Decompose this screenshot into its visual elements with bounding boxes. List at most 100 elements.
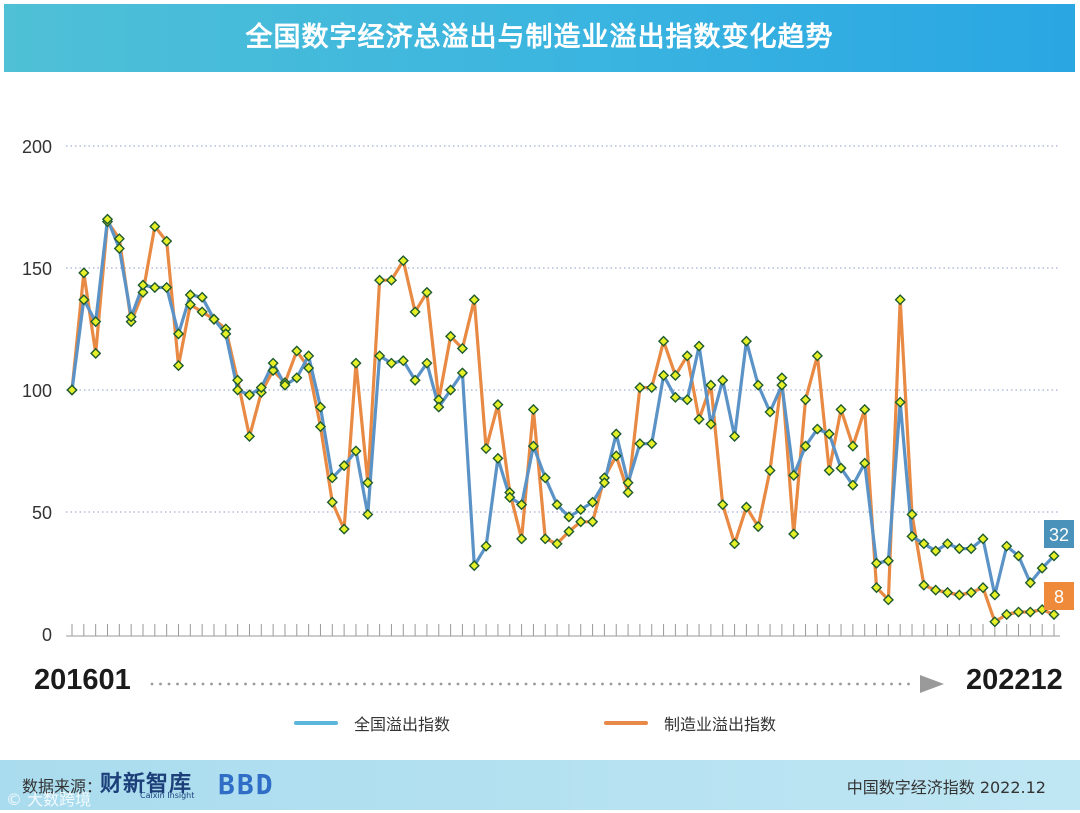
timeline-dot <box>320 682 324 686</box>
chart-title: 全国数字经济总溢出与制造业溢出指数变化趋势 <box>245 22 834 53</box>
data-point-national <box>468 560 480 572</box>
data-point-national <box>989 589 1001 601</box>
data-point-national <box>1048 550 1060 562</box>
timeline-dot <box>380 682 383 686</box>
data-point-national <box>149 281 161 294</box>
timeline-dot <box>286 682 290 686</box>
timeline-dot <box>660 682 664 686</box>
data-point-national <box>586 496 599 508</box>
y-tick-label-50: 50 <box>32 503 52 523</box>
timeline-dot <box>754 682 757 686</box>
timeline-dot <box>278 682 281 686</box>
data-point-manufacturing <box>799 394 812 406</box>
data-point-manufacturing <box>161 235 173 247</box>
data-point-national <box>870 557 883 569</box>
end-tag-manufacturing-bg <box>1044 582 1074 610</box>
data-point-national <box>421 357 433 369</box>
data-point-national <box>634 438 646 450</box>
data-point-manufacturing <box>1001 608 1013 621</box>
data-point-national <box>480 540 492 552</box>
data-point-national <box>291 372 303 384</box>
data-point-manufacturing <box>764 464 776 477</box>
data-point-manufacturing <box>811 350 823 362</box>
data-point-manufacturing <box>563 525 575 538</box>
timeline-dot <box>847 682 851 686</box>
timeline-dot <box>473 682 477 686</box>
data-point-manufacturing <box>539 533 551 545</box>
data-point-manufacturing <box>516 533 528 545</box>
timeline-dot <box>295 682 298 686</box>
timeline-dot <box>652 682 655 686</box>
data-point-manufacturing <box>78 267 90 279</box>
timeline-dot <box>669 682 672 686</box>
data-point-national <box>125 311 137 323</box>
data-point-national <box>930 545 942 557</box>
y-tick-label-200: 200 <box>22 137 52 157</box>
data-point-manufacturing <box>788 528 800 540</box>
data-point-manufacturing <box>314 421 327 433</box>
timeline-dot <box>422 682 426 686</box>
data-point-manufacturing <box>894 294 906 306</box>
timeline-dot <box>193 682 196 686</box>
timeline-dot <box>244 682 247 686</box>
legend-swatch-manufacturing <box>604 721 648 725</box>
timeline-dot <box>830 682 834 686</box>
data-point-national <box>433 401 445 413</box>
timeline-dot <box>643 682 647 686</box>
data-point-manufacturing <box>634 381 646 394</box>
data-point-manufacturing <box>847 440 859 452</box>
data-point-national <box>232 384 244 396</box>
data-point-manufacturing <box>196 306 208 318</box>
timeline-dot <box>711 682 715 686</box>
timeline-dot <box>822 682 825 686</box>
data-point-national <box>882 555 894 567</box>
data-point-manufacturing <box>267 364 279 377</box>
data-point-manufacturing <box>989 616 1001 628</box>
data-point-manufacturing <box>385 274 398 286</box>
data-point-manufacturing <box>693 413 705 425</box>
data-point-national <box>977 533 989 545</box>
data-point-national <box>1012 550 1025 562</box>
timeline-dot <box>796 682 800 686</box>
data-point-national <box>279 379 291 391</box>
timeline-dot <box>694 682 698 686</box>
data-point-national <box>835 462 847 474</box>
data-point-national <box>705 418 717 430</box>
data-point-manufacturing <box>456 342 469 355</box>
timeline-dot <box>167 682 171 686</box>
timeline-dot <box>499 682 502 686</box>
data-point-manufacturing <box>1048 608 1060 621</box>
data-point-national <box>208 313 220 325</box>
data-point-national <box>255 381 267 394</box>
data-point-national <box>161 281 173 294</box>
data-point-manufacturing <box>1024 606 1036 618</box>
data-point-manufacturing <box>338 523 350 535</box>
timeline-dot <box>805 682 808 686</box>
timeline-dot <box>745 682 749 686</box>
data-point-national <box>752 379 764 391</box>
data-point-national <box>575 503 587 516</box>
data-point-manufacturing <box>728 538 741 550</box>
source-label: 数据来源： <box>22 777 103 796</box>
data-point-national <box>776 379 788 391</box>
data-point-national <box>66 384 78 396</box>
data-point-national <box>243 389 256 401</box>
data-point-national <box>1001 540 1013 552</box>
brand-subtitle: Caixin Insight <box>140 791 195 800</box>
legend-swatch-national <box>294 721 338 725</box>
timeline-dot <box>201 682 205 686</box>
data-point-manufacturing <box>953 589 965 601</box>
data-point-manufacturing <box>172 360 185 372</box>
timeline-dot <box>533 682 536 686</box>
data-point-manufacturing <box>397 255 409 267</box>
timeline-dot <box>329 682 332 686</box>
data-point-manufacturing <box>350 357 362 369</box>
data-point-national <box>101 213 114 225</box>
data-point-national <box>681 394 693 406</box>
data-point-national <box>918 538 930 550</box>
data-point-national <box>799 440 812 452</box>
data-point-manufacturing <box>492 399 504 411</box>
data-point-manufacturing <box>740 501 752 513</box>
data-point-manufacturing <box>669 369 681 381</box>
data-point-national <box>622 477 634 489</box>
